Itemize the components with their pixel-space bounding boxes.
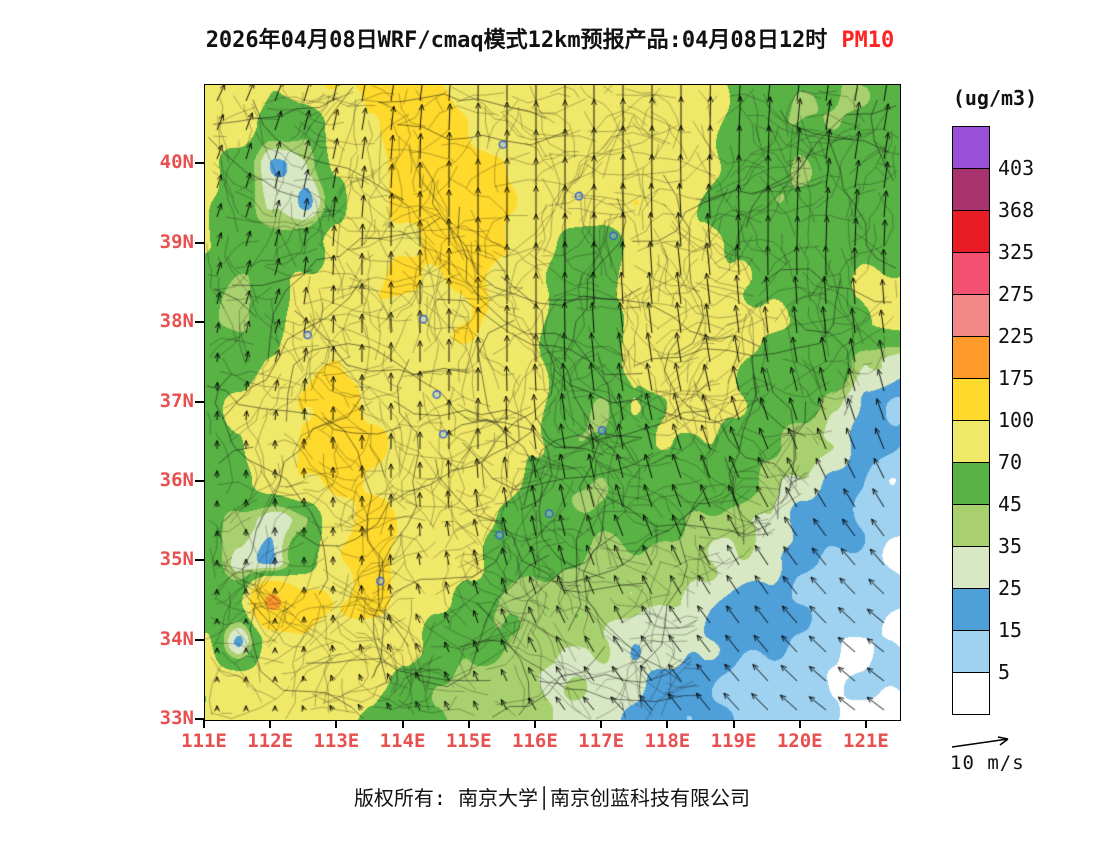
colorbar-box	[952, 588, 990, 631]
colorbar-box	[952, 546, 990, 589]
copyright-footer: 版权所有: 南京大学│南京创蓝科技有限公司	[353, 786, 751, 810]
colorbar-box	[952, 462, 990, 505]
wind-reference-arrow-icon	[951, 736, 1009, 748]
lon-tick-label: 117E	[578, 730, 625, 752]
lat-tick-label: 38N	[159, 310, 194, 333]
colorbar-box	[952, 672, 990, 715]
title-text: 2026年04月08日WRF/cmaq模式12km预报产品:04月08日12时	[205, 28, 828, 53]
wind-legend-label: 10 m/s	[950, 752, 1025, 774]
lon-tick-label: 112E	[247, 730, 294, 752]
colorbar-unit-label: (ug/m3)	[952, 86, 1038, 110]
lat-tick-label: 35N	[159, 548, 194, 571]
colorbar-level-label: 35	[998, 534, 1023, 558]
lat-tick-label: 33N	[159, 707, 194, 729]
colorbar-level-label: 325	[998, 240, 1035, 264]
lon-tick-mark	[203, 720, 205, 728]
lat-tick-label: 39N	[159, 230, 194, 253]
colorbar-box	[952, 252, 990, 295]
colorbar-level-label: 225	[998, 324, 1035, 348]
lon-tick-label: 113E	[313, 730, 360, 752]
lon-tick-label: 119E	[710, 730, 757, 752]
lat-tick-mark	[195, 162, 204, 165]
colorbar-box	[952, 630, 990, 673]
colorbar-box	[952, 168, 990, 211]
lon-tick-label: 111E	[181, 730, 227, 752]
lat-tick-mark	[195, 400, 204, 403]
colorbar-level-label: 45	[998, 492, 1023, 516]
colorbar-box	[952, 294, 990, 337]
lon-tick-label: 116E	[512, 730, 558, 752]
lon-tick-label: 118E	[644, 730, 691, 752]
colorbar-level-label: 5	[998, 660, 1011, 684]
colorbar-level-label: 175	[998, 366, 1035, 390]
pm10-forecast-map	[205, 85, 900, 720]
colorbar-box	[952, 210, 990, 253]
lon-tick-mark	[269, 720, 272, 728]
lon-tick-mark	[600, 720, 603, 728]
lat-tick-mark	[195, 559, 204, 562]
lon-tick-mark	[533, 720, 536, 728]
lat-tick-mark	[195, 321, 204, 324]
lat-tick-mark	[195, 638, 204, 641]
colorbar-level-label: 15	[998, 618, 1023, 642]
lat-tick-label: 40N	[159, 151, 194, 174]
lon-tick-label: 121E	[843, 730, 889, 752]
colorbar-box	[952, 126, 990, 169]
lon-tick-mark	[798, 720, 801, 728]
lon-tick-mark	[666, 720, 669, 728]
lon-tick-mark	[401, 720, 404, 728]
colorbar-level-label: 403	[998, 156, 1035, 180]
lat-tick-mark	[195, 241, 204, 244]
lat-tick-label: 34N	[159, 627, 194, 650]
colorbar-level-label: 275	[998, 282, 1035, 306]
colorbar-box	[952, 420, 990, 463]
colorbar-box	[952, 504, 990, 547]
colorbar-level-label: 25	[998, 576, 1023, 600]
colorbar-level-label: 100	[998, 408, 1035, 432]
lat-tick-mark	[195, 479, 204, 482]
colorbar	[952, 126, 990, 715]
lon-tick-label: 114E	[379, 730, 426, 752]
lon-tick-mark	[335, 720, 338, 728]
lon-tick-label: 115E	[445, 730, 492, 752]
lon-tick-label: 120E	[776, 730, 823, 752]
lon-tick-mark	[732, 720, 735, 728]
lon-tick-mark	[467, 720, 470, 728]
lat-tick-mark	[195, 718, 204, 720]
page-title: 2026年04月08日WRF/cmaq模式12km预报产品:04月08日12时 P…	[0, 22, 1100, 54]
colorbar-box	[952, 336, 990, 379]
lon-tick-mark	[864, 720, 867, 728]
colorbar-level-label: 368	[998, 198, 1035, 222]
wind-legend: 10 m/s	[950, 734, 1040, 774]
title-species-label: PM10	[841, 28, 895, 53]
colorbar-box	[952, 378, 990, 421]
lat-tick-label: 36N	[159, 468, 194, 491]
map-frame	[204, 84, 901, 721]
lat-tick-label: 37N	[159, 389, 194, 412]
colorbar-level-label: 70	[998, 450, 1023, 474]
